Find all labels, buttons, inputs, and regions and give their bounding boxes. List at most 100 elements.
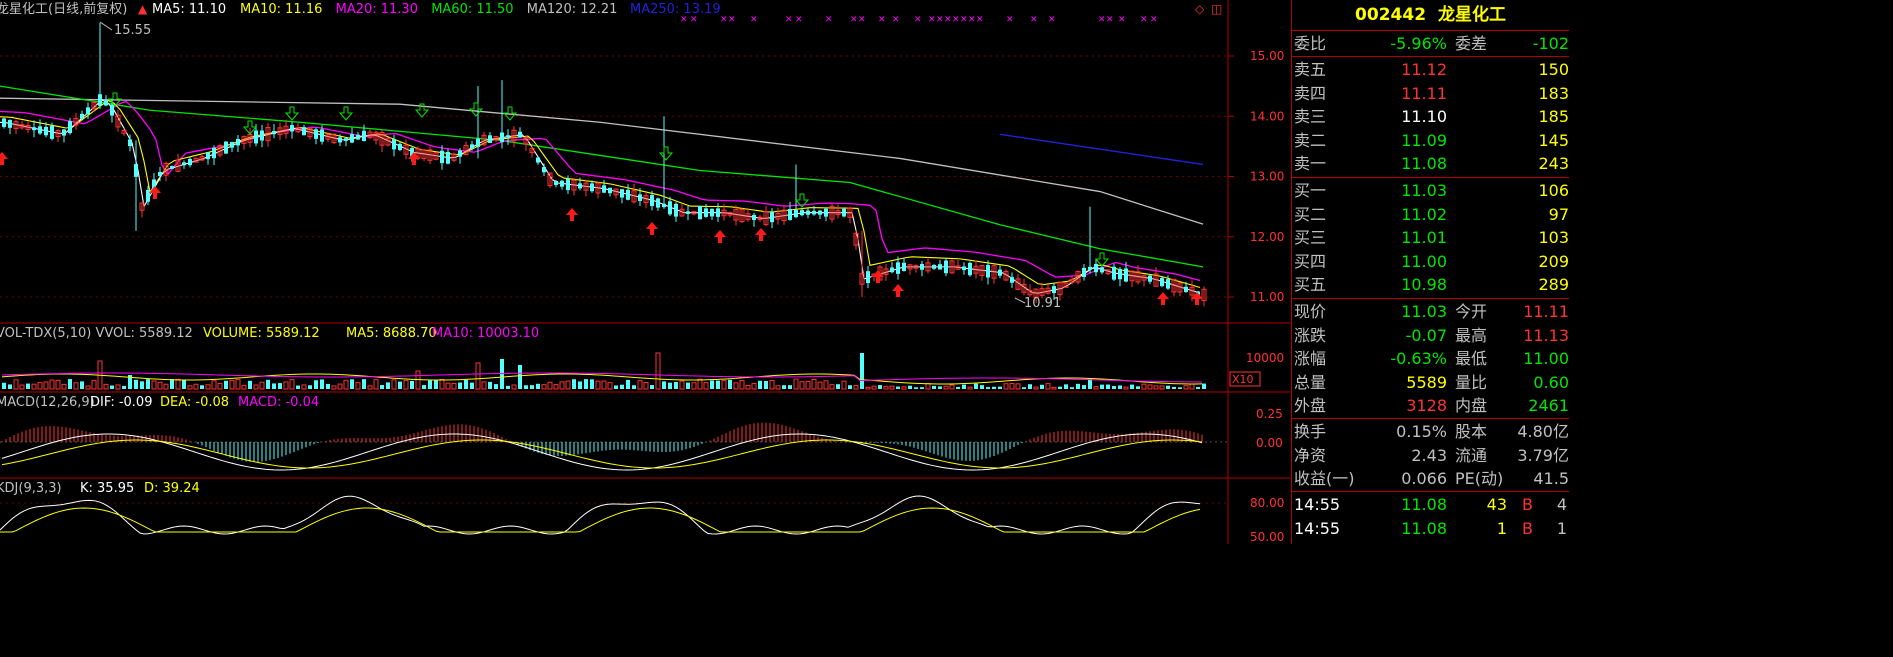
ma-legend-item: MA120: 12.21 — [527, 2, 618, 17]
candle-body — [307, 128, 313, 138]
bid-row[interactable]: 买一 11.03 106 — [1292, 179, 1569, 202]
bid-level-label: 买四 — [1294, 251, 1327, 271]
signal-mark: ✕ — [1118, 15, 1126, 25]
stat-value: 11.03 — [1401, 302, 1447, 321]
macd-lines — [1, 433, 1203, 471]
signal-mark: ✕ — [1030, 15, 1038, 25]
candle-body — [739, 209, 745, 223]
price-axis-label: 15.00 — [1250, 49, 1284, 63]
buy-arrow-icon — [0, 152, 8, 165]
tick-row: 14:55 11.08 43 B 4 — [1292, 493, 1569, 516]
candle-body — [32, 127, 36, 131]
sell-arrow-icon — [468, 102, 484, 117]
bid-row[interactable]: 买三 11.01 103 — [1292, 226, 1569, 249]
candle-body — [686, 211, 690, 214]
signal-mark: ✕ — [680, 15, 688, 25]
candle-body — [668, 201, 672, 215]
candle-body — [134, 164, 138, 177]
candle-body — [1129, 270, 1135, 282]
volume-bar — [992, 386, 996, 389]
candle-body — [716, 208, 720, 217]
volume-ma5-label: MA5: 8688.70 — [346, 326, 437, 341]
candle-body — [775, 212, 781, 220]
volume-bar — [841, 380, 847, 390]
tick-count: 4 — [1556, 495, 1567, 514]
volume-bar — [691, 382, 697, 390]
ask-row[interactable]: 卖一 11.08 243 — [1292, 152, 1569, 175]
candle-body — [998, 269, 1002, 276]
candle-body — [362, 130, 366, 142]
bid-price: 11.00 — [1401, 251, 1447, 271]
volume-bar — [1141, 383, 1147, 390]
candle-body — [470, 144, 474, 149]
volume-bar — [530, 385, 534, 389]
candle-body — [152, 179, 156, 191]
volume-bar — [782, 385, 786, 389]
candle-body — [158, 172, 162, 177]
volume-bar — [422, 385, 426, 389]
volume-bar — [494, 384, 498, 389]
volume-bar — [1003, 383, 1009, 390]
signal-mark: ✕ — [1106, 15, 1114, 25]
bid-row[interactable]: 买五 10.98 289 — [1292, 273, 1569, 296]
candle-body — [1015, 278, 1021, 290]
candle-body — [1045, 287, 1051, 294]
volume-bar — [373, 379, 379, 390]
ask-row[interactable]: 卖三 11.10 185 — [1292, 105, 1569, 128]
volume-bar — [793, 378, 799, 390]
candle-body — [698, 206, 702, 220]
sell-arrow-icon — [338, 106, 354, 121]
candle-body — [1100, 267, 1104, 273]
buy-arrow-icon — [646, 222, 658, 235]
candle-body — [110, 104, 114, 116]
bid-row[interactable]: 买二 11.02 97 — [1292, 203, 1569, 226]
candle-body — [290, 125, 294, 132]
candle-body — [806, 210, 810, 215]
ask-row[interactable]: 卖五 11.12 150 — [1292, 58, 1569, 81]
candle-body — [662, 203, 666, 208]
candle-body — [1033, 288, 1039, 298]
candle-body — [656, 198, 660, 208]
price-axis: 15.00 14.00 13.00 12.00 11.00 — [1250, 49, 1284, 304]
ask-row[interactable]: 卖二 11.09 145 — [1292, 129, 1569, 152]
kdj-lines — [0, 495, 1201, 535]
candle-body — [733, 208, 739, 221]
volume-bar — [241, 384, 247, 390]
candle-body — [19, 124, 25, 129]
candle-body — [1153, 273, 1159, 287]
window-restore-icon[interactable]: ◇ — [1195, 2, 1205, 16]
window-max-icon[interactable]: ◫ — [1211, 2, 1222, 16]
candle-body — [367, 131, 373, 138]
candle-body — [944, 260, 948, 274]
ask-row[interactable]: 卖四 11.11 183 — [1292, 82, 1569, 105]
stat-label: 换手 — [1294, 422, 1327, 441]
volume-bar — [686, 382, 690, 389]
volume-bar — [578, 381, 582, 389]
bid-row[interactable]: 买四 11.00 209 — [1292, 250, 1569, 273]
signal-mark: ✕ — [785, 15, 793, 25]
kline-chart-area[interactable]: 龙星化工(日线,前复权) ▲ MA5: 11.10 MA10: 11.16 MA20:… — [0, 0, 1290, 544]
candle-body — [986, 264, 990, 278]
volume-bar — [1178, 387, 1182, 389]
volume-bar — [650, 385, 654, 389]
volume-bar — [151, 380, 157, 390]
high-marker: 15.55 — [114, 23, 151, 38]
candle-body — [86, 107, 90, 115]
macd-dea-label: DEA: -0.08 — [160, 395, 229, 410]
volume-bar — [272, 383, 276, 389]
volume-bar — [355, 382, 361, 390]
volume-bar — [217, 383, 223, 390]
candle-body — [812, 210, 816, 215]
stat-value: 0.15% — [1396, 422, 1447, 441]
candle-body — [829, 205, 835, 220]
buy-arrow-icon — [149, 186, 161, 199]
kdj-d-label: D: 39.24 — [144, 481, 200, 496]
candle-body — [1069, 279, 1075, 283]
stat-label: 收益(一) — [1294, 469, 1355, 488]
candle-body — [1088, 266, 1092, 270]
signal-mark: ✕ — [952, 15, 960, 25]
volume-bar — [998, 386, 1002, 389]
volume-bar — [386, 382, 390, 389]
high-marker-line — [99, 21, 113, 31]
candle-body — [583, 182, 589, 191]
